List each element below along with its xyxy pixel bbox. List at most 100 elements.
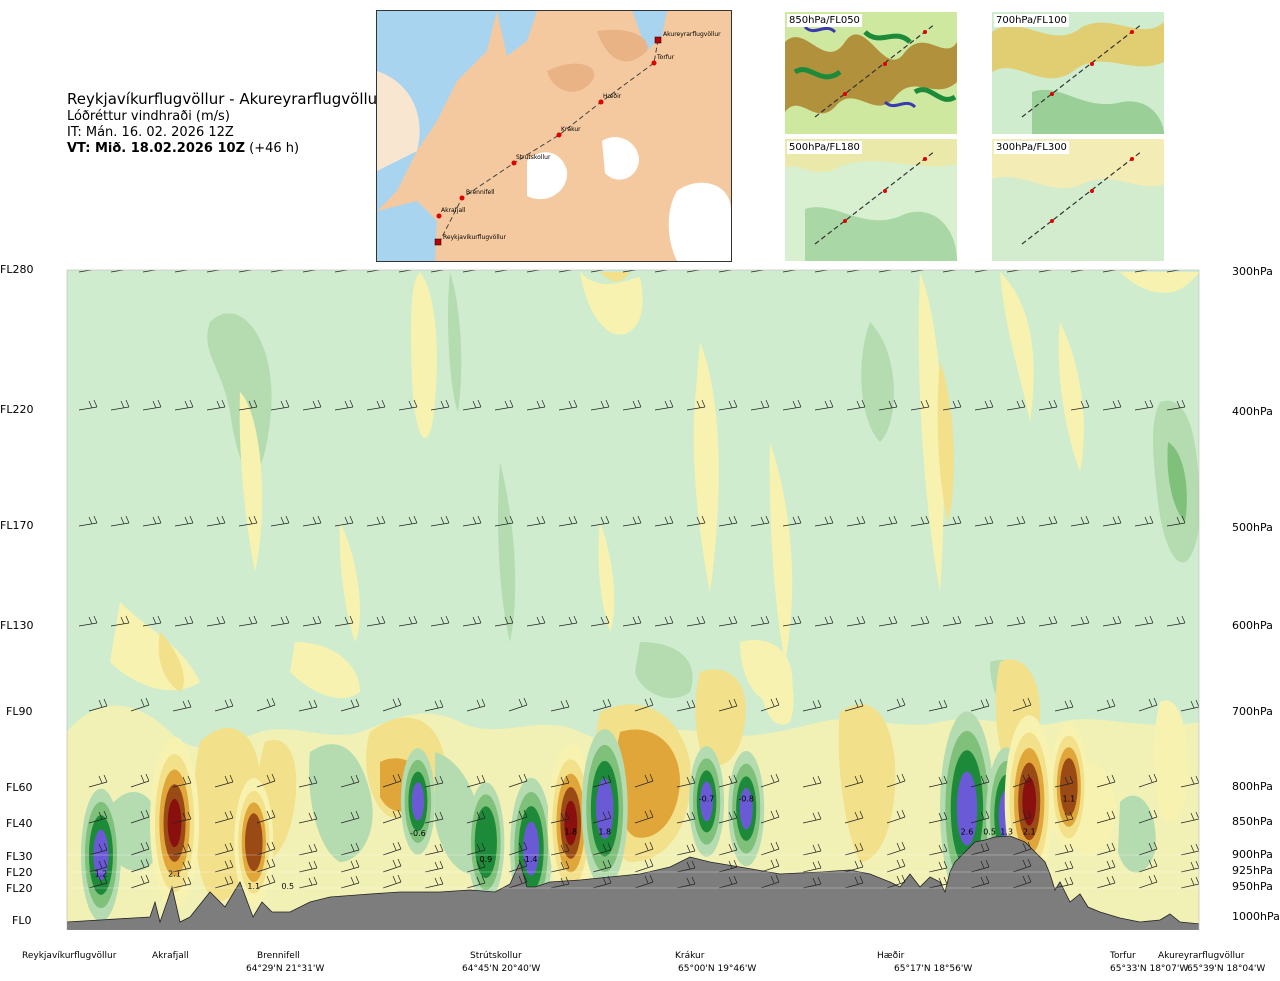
annotation-10: -0.8	[738, 794, 754, 803]
barb-850-4	[214, 810, 234, 824]
barb-600-28	[942, 615, 962, 627]
barb-900-24	[1054, 843, 1074, 856]
barb-900-11	[508, 841, 528, 856]
wind-barbs	[47, 270, 1199, 889]
map-label-strutskollur: Strútskollur	[516, 154, 551, 161]
barb-900-3	[172, 843, 192, 856]
cross-section-svg: 1.2 2.1 1.1 0.5 -0.6 0.9 1.4 1.8 1.8 -0.7 -0.8 2.6 0…	[47, 269, 1200, 931]
barb-400-35	[1166, 399, 1186, 411]
barb-700-12	[550, 699, 570, 712]
cell-3-ring-3	[411, 782, 425, 821]
coord-torfur: 65°33'N 18°07'W	[1110, 964, 1189, 974]
barb-850-14	[634, 809, 654, 824]
barb-600-34	[1134, 615, 1154, 627]
barb-800-15	[676, 775, 696, 788]
hpa-label-950: 950hPa	[1232, 880, 1273, 893]
fl-label-600: FL130	[0, 619, 34, 632]
hpa-label-900: 900hPa	[1232, 848, 1273, 861]
barb-850-21	[928, 811, 948, 824]
barb-500-6	[238, 515, 258, 527]
barb-925-7	[340, 859, 360, 873]
barb-400-15	[526, 399, 546, 411]
barb-700-24	[1054, 699, 1074, 712]
annotation-0: 1.2	[95, 869, 108, 878]
cell-12-ring-4	[1022, 777, 1037, 826]
barb-600-10	[366, 615, 386, 627]
barb-300-16	[558, 270, 574, 273]
barb-700-22	[970, 698, 990, 712]
barb-800-17	[760, 773, 780, 788]
barb-700-8	[382, 697, 402, 712]
loc-akrafjall: Akrafjall	[152, 951, 189, 961]
coord-akureyri: 65°39'N 18°04'W	[1187, 964, 1266, 974]
barb-400-17	[590, 399, 610, 411]
barb-850-10	[466, 810, 486, 824]
valid-time: VT: Mið. 18.02.2026 10Z (+46 h)	[67, 141, 383, 157]
barb-400-0	[47, 400, 65, 410]
barb-950-27	[1180, 876, 1199, 889]
barb-850-22	[970, 810, 990, 824]
barb-900-22	[970, 842, 990, 856]
barb-300-24	[814, 270, 830, 273]
barb-800-13	[592, 774, 612, 788]
panel-700hpa-svg	[992, 12, 1164, 134]
barb-300-25	[846, 270, 862, 273]
barb-800-25	[1096, 774, 1116, 788]
barb-950-12	[550, 876, 570, 889]
barb-500-17	[590, 515, 610, 527]
hpa-label-925: 925hPa	[1232, 864, 1273, 877]
map-label-akureyri: Akureyrarflugvöllur	[663, 31, 721, 38]
map-label-krakur: Krákur	[561, 126, 581, 133]
barb-300-15	[526, 270, 542, 273]
barb-600-4	[174, 615, 194, 627]
barb-300-35	[1166, 270, 1182, 273]
barb-900-1	[88, 842, 108, 856]
loc-haedir: Hæðir	[877, 951, 905, 961]
barb-950-13	[592, 875, 612, 889]
fl-label-800: FL60	[6, 781, 33, 794]
barb-300-17	[590, 270, 606, 273]
barb-500-29	[974, 515, 994, 527]
lower-layer-shading	[67, 652, 1199, 930]
barb-850-15	[676, 811, 696, 824]
barb-600-1	[78, 615, 98, 627]
barb-500-7	[270, 515, 290, 527]
barb-300-19	[654, 270, 670, 273]
barb-500-9	[334, 515, 354, 527]
barb-700-14	[634, 697, 654, 712]
barb-700-15	[676, 699, 696, 712]
barb-925-6	[298, 860, 318, 873]
barb-900-27	[1180, 843, 1199, 856]
annotation-3: 0.5	[281, 882, 294, 891]
barb-700-27	[1180, 699, 1199, 712]
barb-400-25	[846, 399, 866, 411]
annotation-13: 1.3	[1000, 828, 1013, 837]
barb-800-6	[298, 775, 318, 788]
barb-925-22	[970, 859, 990, 873]
barb-850-5	[256, 809, 276, 824]
barb-400-22	[750, 399, 770, 411]
barb-300-7	[270, 270, 286, 273]
panel-500hpa-label: 500hPa/FL180	[787, 141, 862, 154]
barb-800-24	[1054, 775, 1074, 788]
barb-925-25	[1096, 859, 1116, 873]
barb-700-19	[844, 698, 864, 712]
panel-300hpa[interactable]: 300hPa/FL300	[992, 139, 1164, 261]
barb-400-28	[942, 399, 962, 411]
coord-haedir: 65°17'N 18°56'W	[894, 964, 973, 974]
barb-600-17	[590, 615, 610, 627]
barb-500-14	[494, 515, 514, 527]
panel-500hpa[interactable]: 500hPa/FL180	[785, 139, 957, 261]
barb-400-26	[878, 399, 898, 411]
route-map: Reykjavíkurflugvöllur Akrafjall Brennife…	[376, 10, 732, 262]
annotation-12: 0.5	[983, 828, 996, 837]
panel-700hpa[interactable]: 700hPa/FL100	[992, 12, 1164, 134]
barb-400-11	[398, 399, 418, 411]
cross-section: 1.2 2.1 1.1 0.5 -0.6 0.9 1.4 1.8 1.8 -0.7 -0.8 2.6 0…	[40, 262, 1200, 934]
barb-800-21	[928, 775, 948, 788]
panel-850hpa[interactable]: 850hPa/FL050	[785, 12, 957, 134]
barb-950-18	[802, 876, 822, 889]
barb-600-12	[430, 615, 450, 627]
barb-400-3	[142, 399, 162, 411]
barb-300-32	[1070, 270, 1086, 273]
